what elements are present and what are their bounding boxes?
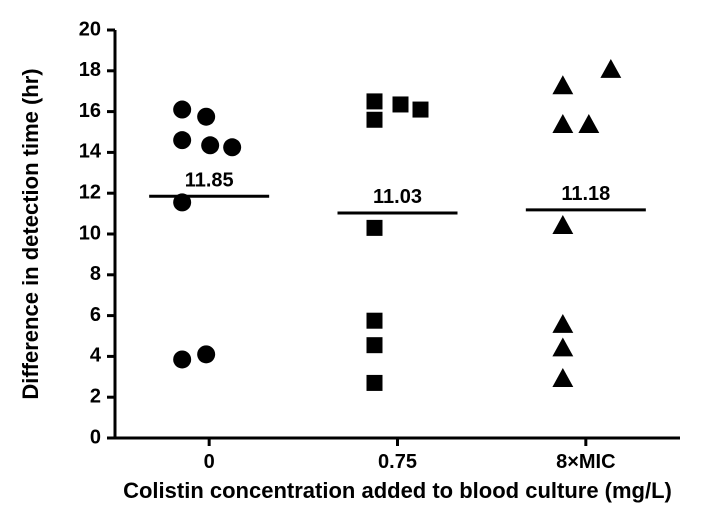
- mean-label: 11.03: [373, 186, 422, 208]
- y-tick-label: 0: [90, 426, 101, 448]
- y-tick-label: 2: [90, 385, 101, 407]
- x-tick-label: 0: [204, 451, 215, 473]
- y-tick-label: 8: [90, 263, 101, 285]
- y-tick-label: 18: [79, 59, 101, 81]
- y-tick-label: 10: [79, 222, 101, 244]
- y-tick-label: 12: [79, 181, 101, 203]
- y-tick-label: 6: [90, 304, 101, 326]
- y-tick-label: 16: [79, 100, 101, 122]
- y-tick-label: 14: [79, 141, 102, 163]
- mean-label: 11.85: [185, 169, 234, 191]
- chart-container: 0 2 4 6 8 10 12 14 16 18 20 0 0.75 8×MIC Difference in…: [0, 0, 728, 512]
- mean-label: 11.18: [561, 183, 610, 205]
- x-axis-label: Colistin concentration added to blood cu…: [123, 478, 672, 503]
- x-tick-label: 0.75: [378, 451, 417, 473]
- scatter-chart: 0 2 4 6 8 10 12 14 16 18 20 0 0.75 8×MIC Difference in…: [0, 0, 728, 512]
- y-tick-label: 4: [90, 345, 102, 367]
- x-tick-label: 8×MIC: [556, 451, 615, 473]
- y-axis-label: Difference in detection time (hr): [18, 68, 43, 399]
- y-tick-label: 20: [79, 18, 101, 40]
